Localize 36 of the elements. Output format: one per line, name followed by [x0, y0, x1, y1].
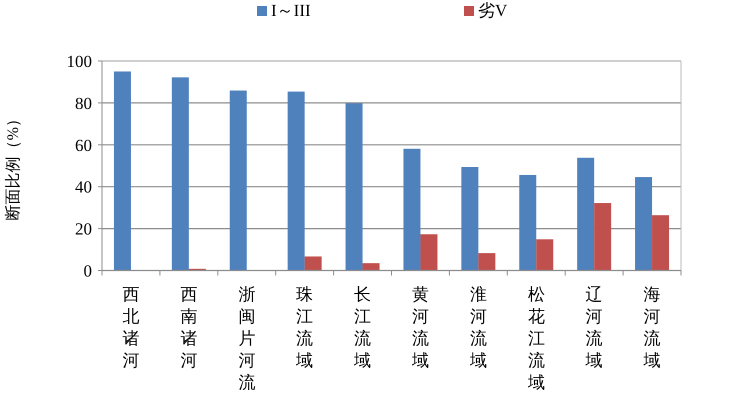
- bar: [403, 148, 420, 270]
- bar: [536, 239, 554, 270]
- y-tick-label: 80: [75, 94, 92, 113]
- x-tick-label: 长江流域: [353, 285, 372, 370]
- bar: [519, 174, 536, 270]
- x-tick-label: 海河流域: [642, 285, 661, 370]
- y-tick-label: 40: [75, 178, 92, 197]
- x-tick-label: 浙闽片河流: [238, 285, 256, 392]
- bar: [420, 234, 438, 270]
- bar: [652, 215, 670, 270]
- bar: [362, 263, 380, 270]
- y-tick-label: 0: [84, 262, 92, 280]
- bar: [304, 256, 322, 270]
- bar: [346, 103, 363, 270]
- bar: [478, 253, 496, 270]
- x-tick-label: 松花江流域: [526, 285, 545, 392]
- bar: [230, 90, 247, 270]
- legend-label: 劣V: [478, 1, 508, 20]
- bar: [461, 167, 478, 270]
- y-axis-title: 断面比例（%）: [4, 111, 22, 220]
- bar: [114, 71, 131, 270]
- y-tick-label: 60: [75, 136, 92, 155]
- bar: [594, 203, 612, 270]
- x-tick-label: 黄河流域: [410, 285, 429, 370]
- x-tick-label: 珠江流域: [295, 285, 314, 370]
- y-tick-label: 100: [66, 52, 92, 71]
- bar: [635, 177, 652, 270]
- bar: [288, 92, 305, 270]
- y-tick-label: 20: [75, 220, 92, 239]
- x-tick-label: 西南诸河: [180, 285, 198, 370]
- x-tick-label: 辽河流域: [584, 285, 603, 370]
- bar: [577, 158, 594, 270]
- x-tick-label: 西北诸河: [122, 285, 140, 370]
- x-tick-label: 淮河流域: [468, 285, 487, 370]
- bar: [172, 77, 189, 270]
- legend-label: I～III: [271, 1, 311, 20]
